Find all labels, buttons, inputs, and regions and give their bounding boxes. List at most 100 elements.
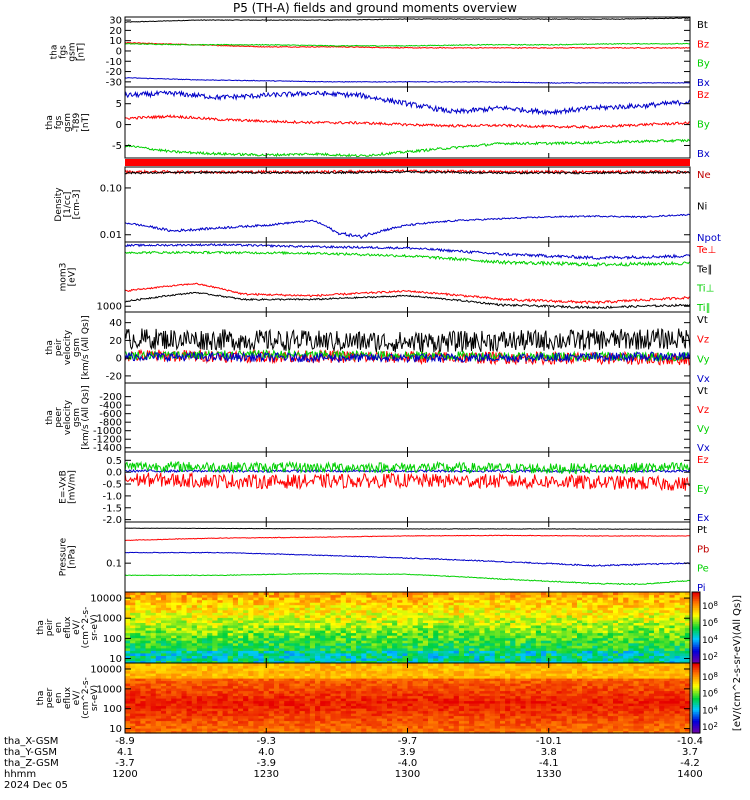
spectrogram-cell — [402, 718, 409, 722]
spectrogram-cell — [628, 619, 635, 623]
spectrogram-cell — [315, 678, 321, 682]
spectrogram-cell — [397, 705, 403, 709]
spectrogram-cell — [155, 725, 162, 729]
spectrogram-cell — [335, 663, 342, 667]
spectrogram-cell — [582, 625, 588, 629]
spectrogram-cell — [356, 713, 362, 717]
spectrogram-cell — [510, 627, 516, 631]
spectrogram-cell — [345, 597, 352, 601]
spectrogram-cell — [135, 683, 141, 687]
spectrogram-cell — [345, 655, 352, 659]
spectrogram-cell — [392, 622, 398, 626]
spectrogram-cell — [515, 604, 522, 608]
spectrogram-cell — [145, 609, 152, 613]
spectrogram-cell — [140, 703, 147, 707]
spectrogram-cell — [140, 683, 147, 687]
y-axis-label: fgs — [59, 45, 69, 59]
spectrogram-cell — [284, 614, 290, 618]
spectrogram-cell — [161, 665, 167, 669]
spectrogram-cell — [315, 657, 321, 661]
legend-entry: Vx — [697, 443, 710, 454]
spectrogram-cell — [520, 655, 527, 659]
spectrogram-cell — [166, 665, 172, 669]
spectrogram-cell — [294, 655, 301, 659]
spectrogram-cell — [597, 647, 604, 651]
spectrogram-cell — [654, 640, 660, 644]
spectrogram-cell — [387, 710, 393, 714]
spectrogram-cell — [500, 619, 506, 623]
spectrogram-cell — [659, 660, 665, 664]
y-tick-label: 0.0 — [106, 468, 122, 479]
spectrogram-cell — [243, 632, 249, 636]
spectrogram-cell — [186, 647, 193, 651]
spectrogram-cell — [176, 695, 183, 699]
spectrogram-cell — [505, 627, 511, 631]
spectrogram-cell — [232, 678, 239, 682]
spectrogram-cell — [299, 723, 306, 727]
spectrogram-cell — [232, 730, 239, 734]
spectrogram-cell — [392, 670, 398, 674]
spectrogram-cell — [274, 614, 280, 618]
spectrogram-cell — [500, 640, 506, 644]
spectrogram-cell — [207, 647, 213, 651]
spectrogram-cell — [546, 655, 552, 659]
series-line-pressure — [124, 527, 691, 530]
spectrogram-cell — [494, 607, 501, 611]
spectrogram-cell — [340, 690, 347, 694]
spectrogram-cell — [299, 728, 306, 732]
spectrogram-cell — [191, 663, 198, 667]
spectrogram-cell — [145, 670, 152, 674]
spectrogram-cell — [325, 685, 331, 689]
spectrogram-cell — [274, 683, 280, 687]
spectrogram-cell — [238, 617, 244, 621]
spectrogram-cell — [407, 647, 414, 651]
spectrogram-cell — [674, 599, 681, 603]
spectrogram-cell — [140, 660, 147, 664]
spectrogram-cell — [227, 723, 234, 727]
spectrogram-cell — [448, 632, 455, 636]
spectrogram-cell — [248, 632, 254, 636]
spectrogram-cell — [648, 599, 655, 603]
spectrogram-cell — [340, 710, 347, 714]
legend-entry: Pb — [697, 544, 709, 555]
spectrogram-cell — [130, 630, 136, 634]
spectrogram-cell — [166, 713, 172, 717]
spectrogram-cell — [458, 640, 465, 644]
spectrogram-cell — [309, 602, 316, 606]
spectrogram-cell — [320, 663, 326, 667]
spectrogram-cell — [238, 612, 244, 616]
spectrogram-cell — [299, 592, 306, 596]
spectrogram-cell — [376, 665, 383, 669]
spectrogram-cell — [638, 655, 645, 659]
spectrogram-cell — [387, 652, 393, 656]
spectrogram-cell — [479, 607, 486, 611]
colorbar-swatch — [692, 624, 700, 627]
spectrogram-cell — [438, 617, 444, 621]
spectrogram-cell — [212, 592, 218, 596]
spectrogram-cell — [387, 668, 393, 672]
spectrogram-cell — [438, 627, 444, 631]
spectrogram-cell — [232, 725, 239, 729]
spectrogram-cell — [284, 609, 290, 613]
spectrogram-cell — [397, 642, 403, 646]
spectrogram-cell — [274, 632, 280, 636]
spectrogram-cell — [546, 607, 552, 611]
spectrogram-cell — [417, 599, 424, 603]
spectrogram-cell — [613, 652, 619, 656]
spectrogram-cell — [366, 657, 373, 661]
spectrogram-cell — [571, 592, 578, 596]
spectrogram-cell — [366, 705, 373, 709]
spectrogram-cell — [330, 627, 337, 631]
spectrogram-cell — [125, 703, 131, 707]
spectrogram-cell — [274, 650, 280, 654]
spectrogram-cell — [361, 630, 367, 634]
spectrogram-cell — [340, 645, 347, 649]
spectrogram-cell — [222, 599, 229, 603]
spectrogram-cell — [227, 645, 234, 649]
spectrogram-cell — [505, 592, 511, 596]
spectrogram-cell — [186, 725, 193, 729]
spectrogram-cell — [166, 698, 172, 702]
spectrogram-cell — [654, 609, 660, 613]
spectrogram-cell — [227, 602, 234, 606]
spectrogram-cell — [664, 627, 670, 631]
